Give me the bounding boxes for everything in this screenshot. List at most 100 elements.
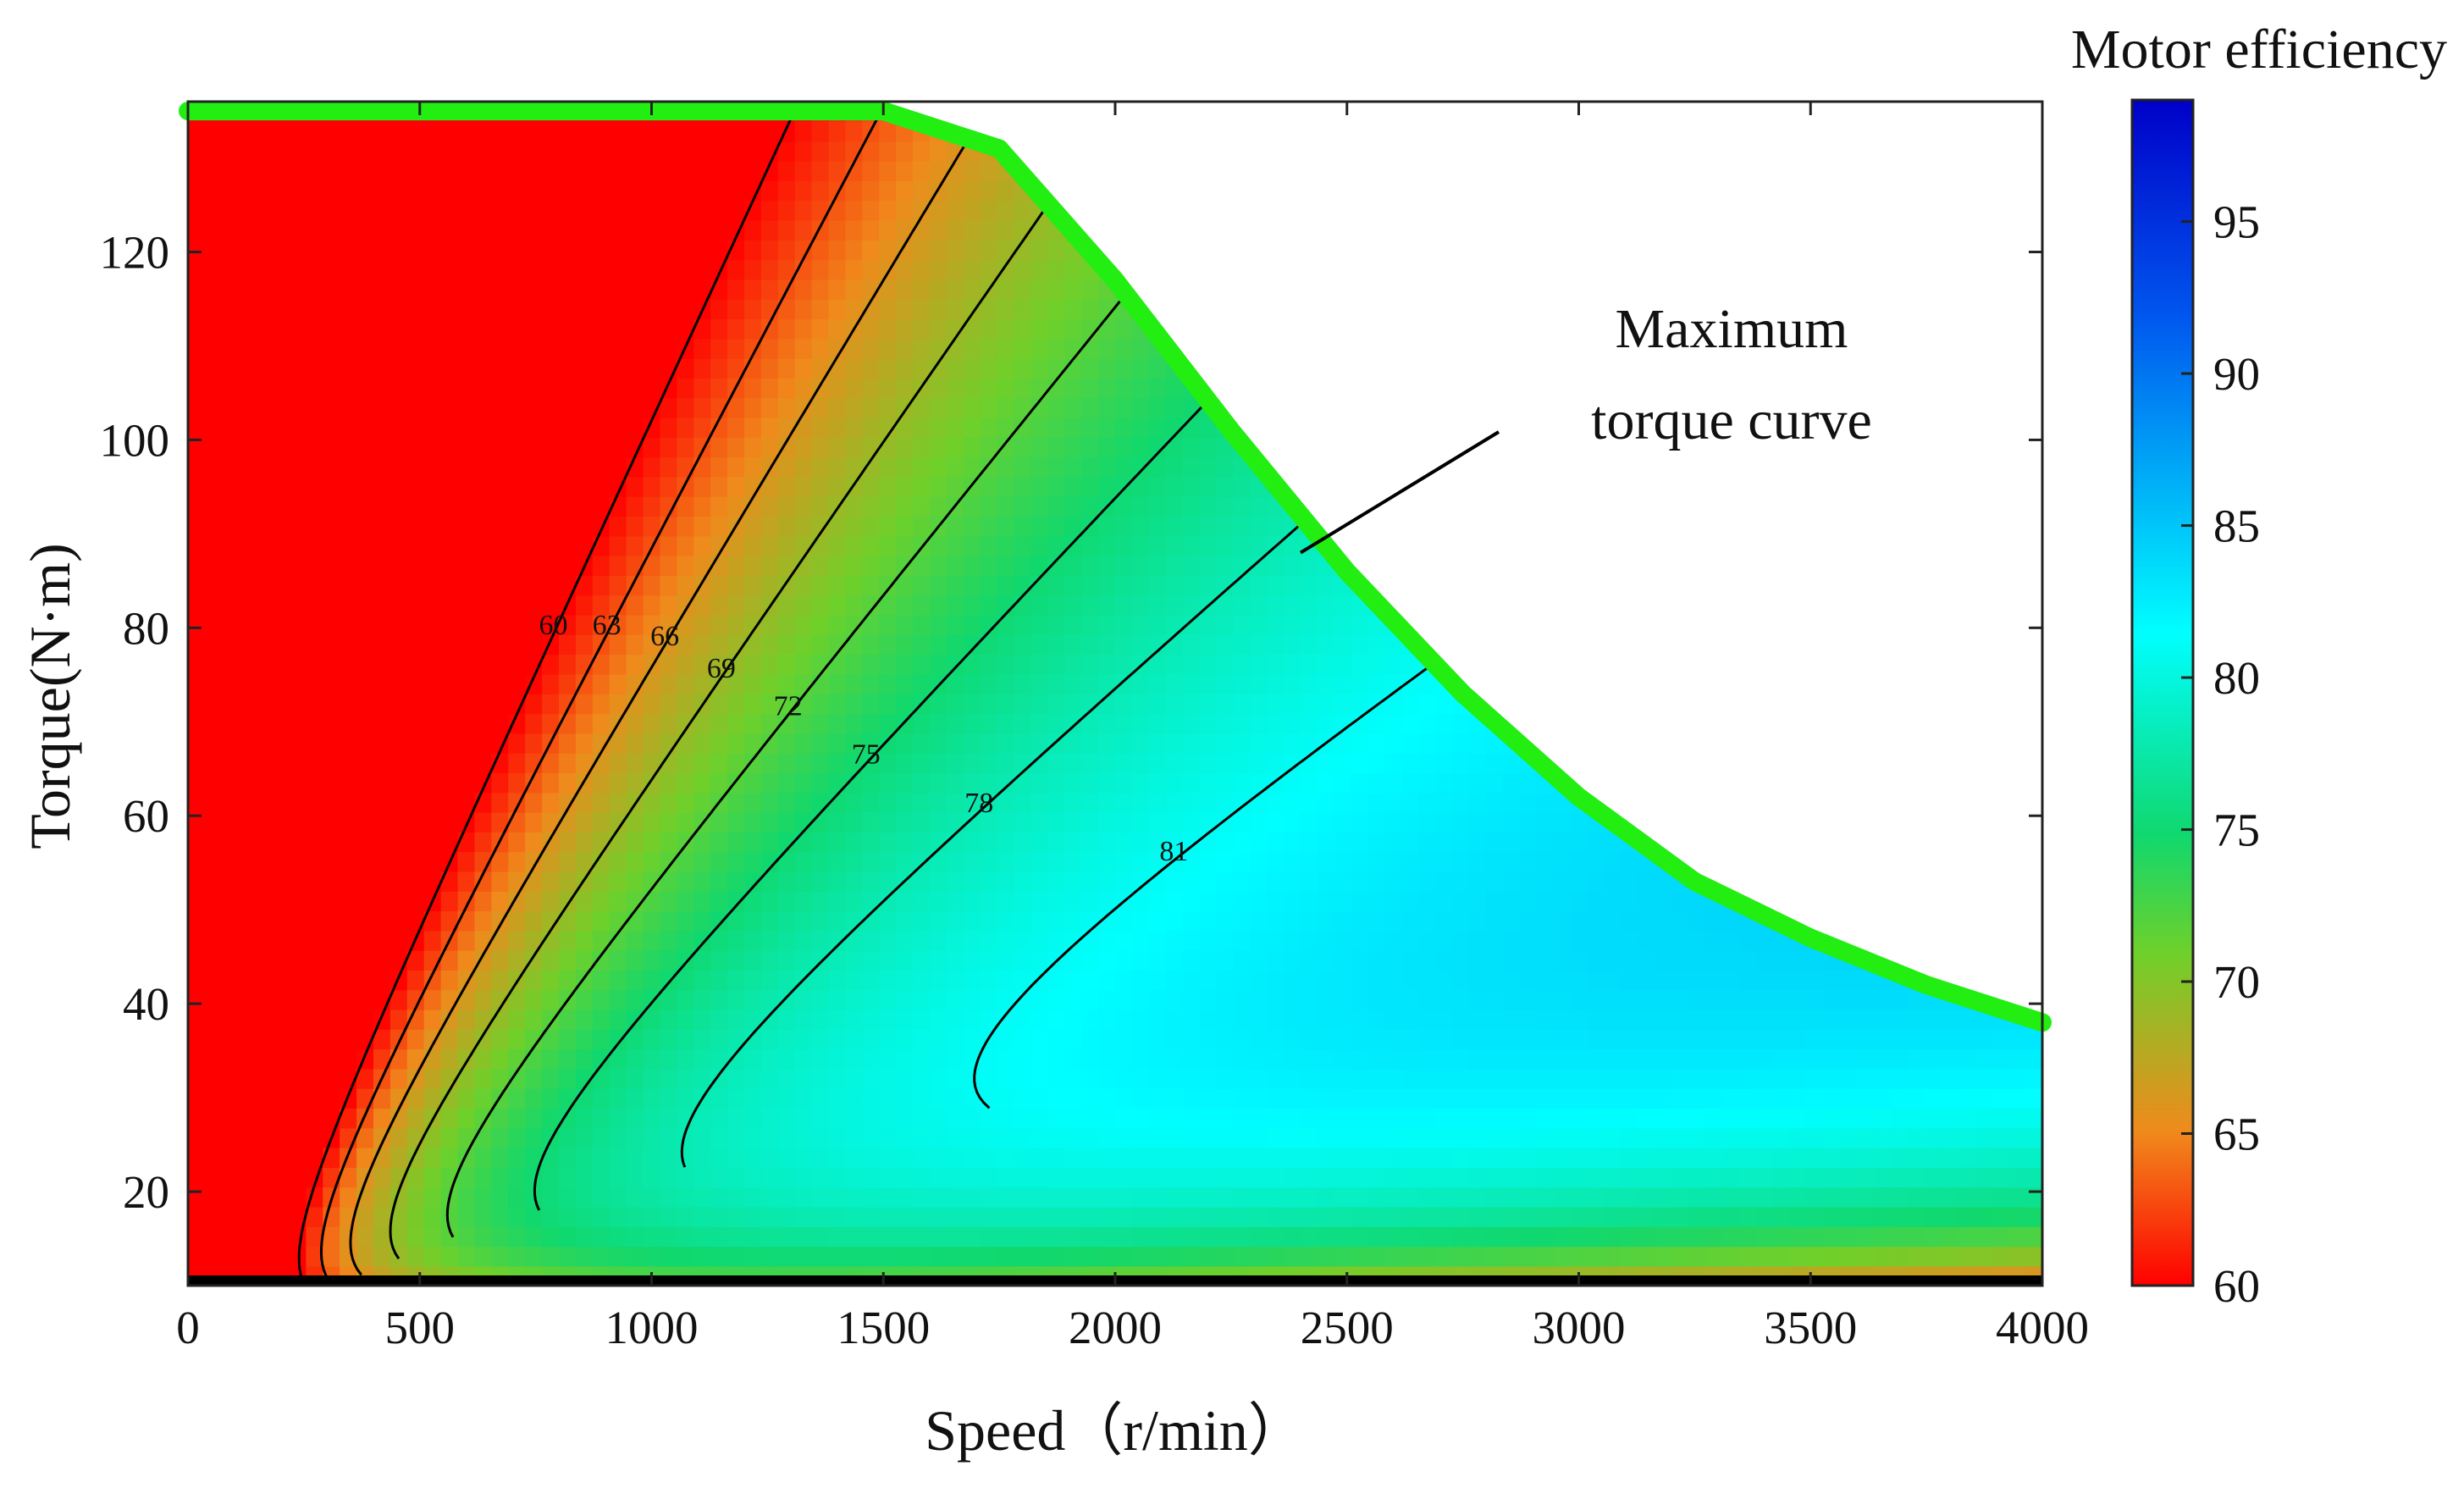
heat-cell [423, 1167, 442, 1188]
heat-cell [794, 160, 813, 181]
heat-cell [1148, 910, 1167, 932]
heat-cell [727, 851, 745, 872]
heat-cell [373, 1167, 391, 1188]
heat-cell [727, 535, 745, 556]
heat-cell [491, 437, 510, 458]
heat-cell [508, 930, 526, 951]
heat-cell [373, 713, 391, 734]
heat-cell [1182, 555, 1201, 576]
heat-cell [1148, 891, 1167, 912]
heat-cell [1047, 930, 1066, 951]
heat-cell [862, 1147, 881, 1168]
heat-cell [677, 180, 695, 202]
heat-cell [1115, 654, 1133, 675]
heat-cell [660, 930, 678, 951]
heat-cell [491, 792, 510, 813]
heat-cell [1250, 1226, 1268, 1247]
heat-cell [1553, 970, 1572, 991]
heat-cell [423, 397, 442, 418]
heat-cell [828, 1246, 847, 1267]
heat-cell [760, 180, 779, 202]
heat-cell [1081, 930, 1099, 951]
heat-cell [930, 792, 947, 813]
heat-cell [643, 752, 661, 773]
heat-cell [592, 930, 610, 951]
heat-cell [1452, 1088, 1470, 1109]
heat-cell [1047, 279, 1066, 300]
heat-cell [575, 417, 594, 438]
heat-cell [1469, 733, 1487, 754]
heat-cell [710, 1088, 728, 1109]
heat-cell [1030, 357, 1049, 379]
heat-cell [457, 1206, 476, 1227]
heat-cell [289, 456, 307, 478]
heat-cell [1384, 871, 1403, 892]
heat-cell [389, 614, 408, 635]
heat-cell [660, 219, 678, 241]
heat-cell [744, 1029, 762, 1050]
heat-cell [406, 1226, 425, 1247]
heat-cell [1570, 1009, 1588, 1030]
heat-cell [1334, 989, 1352, 1010]
heat-cell [272, 910, 290, 932]
heat-cell [542, 1068, 560, 1089]
heat-cell [862, 1167, 881, 1188]
heat-cell [1098, 1147, 1116, 1168]
heat-cell [1081, 357, 1099, 379]
heat-cell [1418, 1147, 1437, 1168]
heat-cell [1351, 792, 1369, 813]
heat-cell [272, 1127, 290, 1148]
heat-cell [255, 634, 273, 655]
heat-cell [1199, 535, 1218, 556]
heat-cell [1098, 456, 1116, 478]
heat-cell [289, 1048, 307, 1070]
heat-cell [1014, 1009, 1032, 1030]
heat-cell [997, 772, 1015, 794]
heat-cell [1030, 1187, 1049, 1208]
heat-cell [1384, 772, 1403, 794]
heat-cell [1148, 496, 1167, 517]
heat-cell [828, 595, 847, 616]
heat-cell [423, 259, 442, 280]
heat-cell [1047, 1068, 1066, 1089]
heat-cell [306, 318, 324, 340]
heat-cell [238, 595, 257, 616]
heat-cell [777, 378, 796, 399]
heat-cell [272, 1009, 290, 1030]
heat-cell [1199, 792, 1218, 813]
heat-cell [1030, 496, 1049, 517]
heat-cell [238, 1029, 257, 1050]
heat-cell [1587, 989, 1605, 1010]
heat-cell [811, 595, 830, 616]
heat-cell [559, 772, 577, 794]
heat-cell [896, 1206, 914, 1227]
heat-cell [373, 555, 391, 576]
heat-cell [440, 634, 459, 655]
heat-cell [1115, 614, 1133, 635]
heat-cell [457, 930, 476, 951]
heat-cell [525, 397, 543, 418]
heat-cell [221, 1048, 240, 1070]
heat-cell [1182, 1127, 1201, 1148]
heat-cell [1284, 713, 1301, 734]
heat-cell [1502, 891, 1521, 912]
heat-cell [356, 772, 374, 794]
heat-cell [760, 200, 779, 221]
heat-cell [677, 733, 695, 754]
heat-cell [643, 299, 661, 320]
heat-cell [272, 575, 290, 596]
heat-cell [1014, 733, 1032, 754]
heat-cell [643, 811, 661, 833]
heat-cell [727, 397, 745, 418]
heat-cell [997, 634, 1015, 655]
heat-cell [1317, 1068, 1335, 1089]
heat-cell [1519, 811, 1538, 833]
heat-cell [1014, 200, 1032, 221]
heat-cell [1165, 575, 1184, 596]
heat-cell [1536, 1088, 1555, 1109]
heat-cell [609, 318, 627, 340]
heat-cell [508, 397, 526, 418]
heat-cell [930, 240, 947, 261]
heat-cell [389, 851, 408, 872]
heat-cell [1334, 752, 1352, 773]
